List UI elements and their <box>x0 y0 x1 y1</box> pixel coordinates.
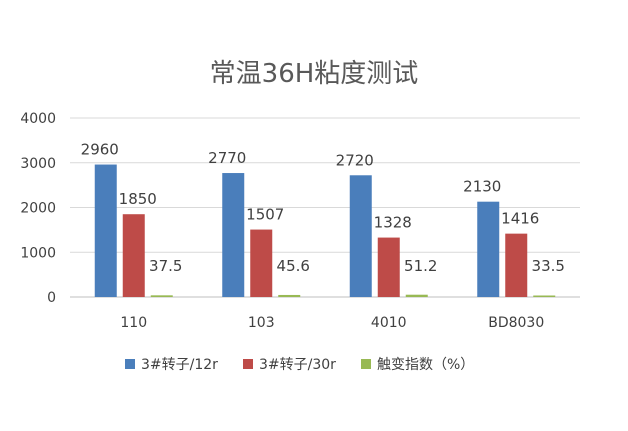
y-tick-label: 4000 <box>20 111 56 127</box>
legend-label: 触变指数（%） <box>377 357 474 373</box>
data-label: 37.5 <box>149 257 182 275</box>
data-label: 33.5 <box>532 257 565 275</box>
bar <box>405 294 428 297</box>
data-label: 2130 <box>463 178 501 196</box>
bars <box>94 164 556 297</box>
legend-swatch <box>361 359 371 369</box>
y-tick-label: 0 <box>47 290 56 306</box>
bar <box>505 233 528 297</box>
data-label: 51.2 <box>404 257 437 275</box>
bar <box>477 201 500 297</box>
data-label: 1850 <box>119 190 157 208</box>
data-label: 2720 <box>336 151 374 169</box>
x-category-label: 103 <box>248 315 275 331</box>
legend-label: 3#转子/12r <box>141 357 218 373</box>
bar <box>150 295 173 297</box>
y-tick-label: 2000 <box>20 201 56 217</box>
data-label: 2770 <box>208 149 246 167</box>
chart-title: 常温36H粘度测试 <box>210 59 419 89</box>
legend-label: 3#转子/30r <box>259 357 336 373</box>
data-label: 1328 <box>374 214 412 232</box>
legend: 3#转子/12r 3#转子/30r 触变指数（%） <box>125 357 474 373</box>
bar <box>222 173 245 297</box>
data-label: 1416 <box>501 210 539 228</box>
y-axis-ticks: 0 1000 2000 3000 4000 <box>20 111 56 306</box>
bar <box>278 294 301 297</box>
data-label: 45.6 <box>277 257 310 275</box>
legend-swatch <box>243 359 253 369</box>
bar <box>377 237 400 297</box>
bar <box>122 214 145 297</box>
bar <box>533 295 556 297</box>
x-axis-categories: 110 103 4010 BD8030 <box>120 315 544 331</box>
data-label: 2960 <box>81 141 119 159</box>
x-category-label: BD8030 <box>488 315 544 331</box>
bar <box>250 229 273 297</box>
x-category-label: 4010 <box>371 315 407 331</box>
y-tick-label: 1000 <box>20 245 56 261</box>
legend-swatch <box>125 359 135 369</box>
data-labels: 2960 1850 37.5 2770 1507 45.6 2720 1328 51.2 2130… <box>81 141 565 275</box>
x-category-label: 110 <box>120 315 147 331</box>
data-label: 1507 <box>246 206 284 224</box>
bar <box>94 164 117 297</box>
bar <box>349 175 372 297</box>
y-tick-label: 3000 <box>20 156 56 172</box>
